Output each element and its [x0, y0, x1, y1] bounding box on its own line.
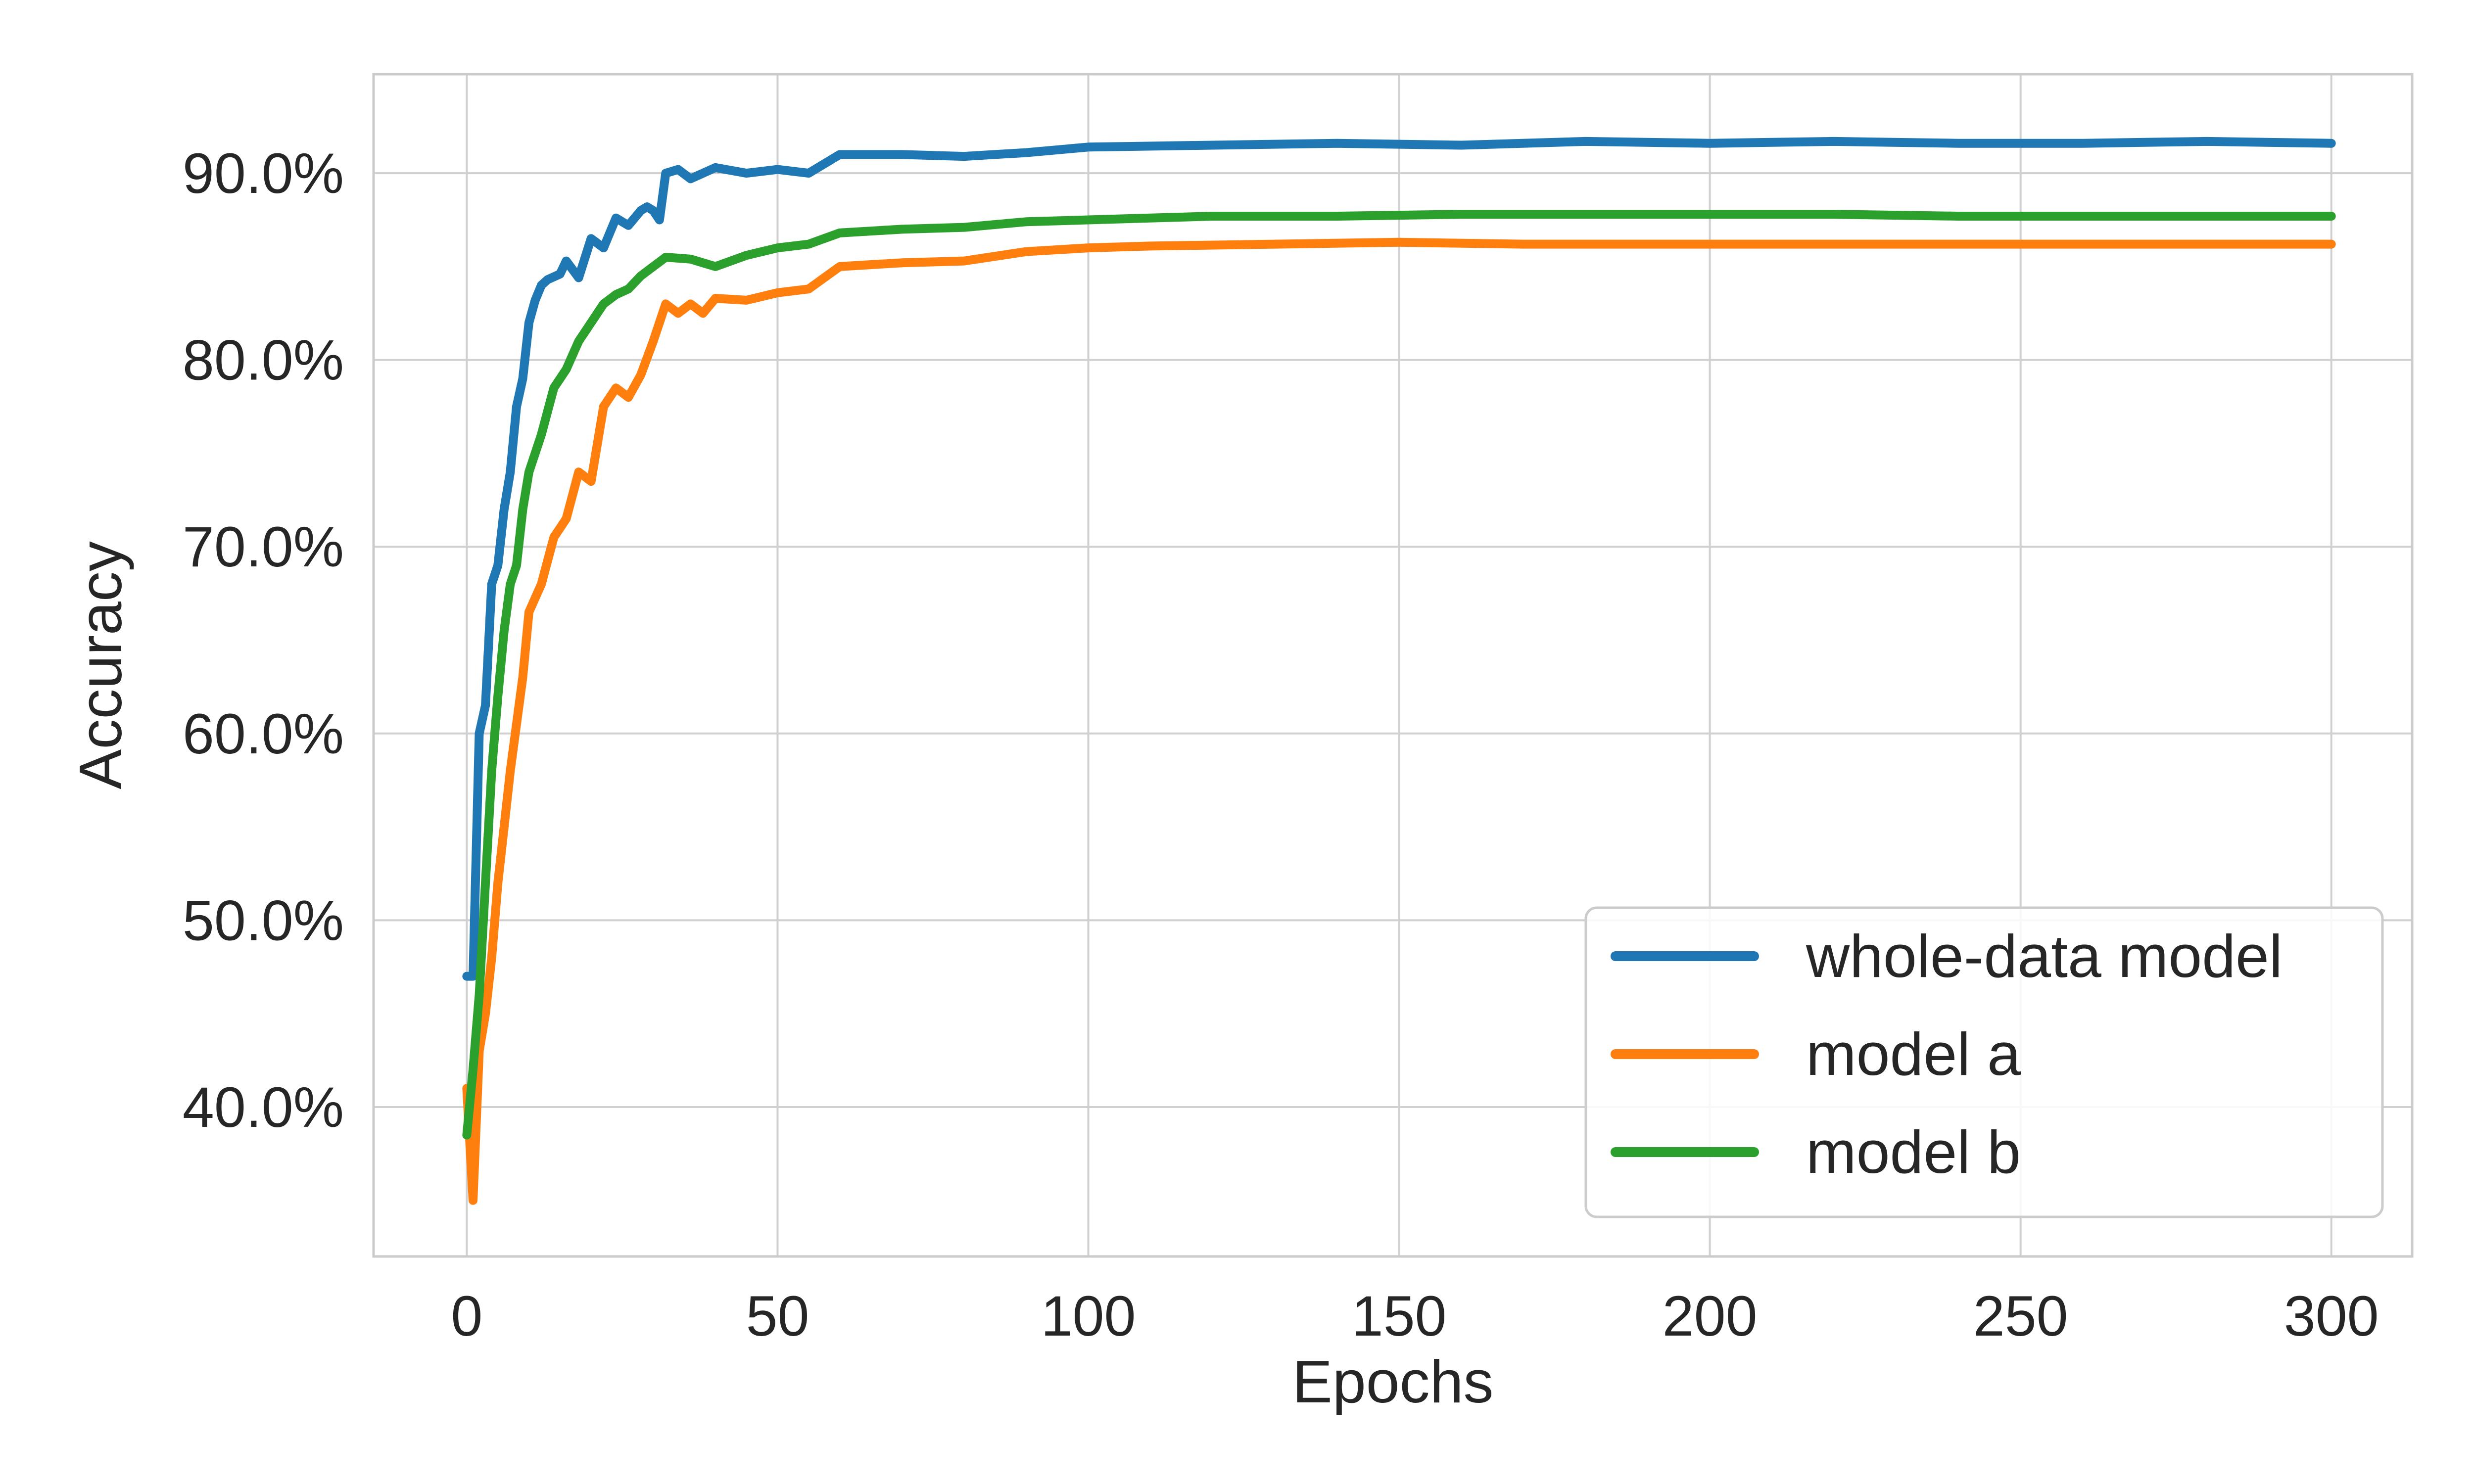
- x-tick-label: 250: [1973, 1285, 2068, 1348]
- y-axis-label: Accuracy: [67, 541, 134, 789]
- y-tick-label: 50.0%: [183, 889, 344, 952]
- legend-label-whole-data-model: whole-data model: [1806, 923, 2283, 990]
- x-tick-label: 100: [1041, 1285, 1136, 1348]
- x-tick-label: 200: [1663, 1285, 1758, 1348]
- gridlines: [374, 74, 2412, 1256]
- y-tick-label: 80.0%: [183, 329, 344, 392]
- legend-label-model-b: model b: [1806, 1118, 2021, 1186]
- x-tick-label: 0: [451, 1285, 482, 1348]
- legend-label-model-a: model a: [1806, 1020, 2021, 1088]
- y-tick-label: 40.0%: [183, 1076, 344, 1139]
- legend: whole-data model model a model b: [1584, 906, 2384, 1218]
- series-line-model-a: [462, 237, 2336, 1205]
- x-tick-label: 50: [746, 1285, 809, 1348]
- y-tick-label: 90.0%: [183, 142, 344, 205]
- series-lines: [462, 137, 2336, 1205]
- x-tick-labels: 0 50 100 150 200 250 300: [451, 1285, 2379, 1348]
- series-line-model-b: [462, 210, 2336, 1140]
- x-tick-label: 150: [1352, 1285, 1447, 1348]
- y-tick-label: 60.0%: [183, 702, 344, 766]
- series-line-whole-data-model: [462, 137, 2336, 981]
- x-axis-label: Epochs: [1292, 1348, 1494, 1415]
- plot-frame: [372, 73, 2414, 1258]
- y-tick-labels: 40.0% 50.0% 60.0% 70.0% 80.0% 90.0%: [183, 142, 344, 1139]
- y-tick-label: 70.0%: [183, 515, 344, 579]
- legend-box: [1584, 906, 2384, 1218]
- x-tick-label: 300: [2284, 1285, 2379, 1348]
